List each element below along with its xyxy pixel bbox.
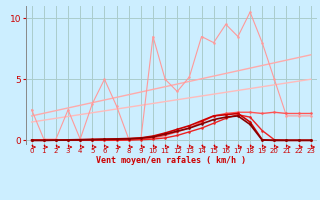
X-axis label: Vent moyen/en rafales ( km/h ): Vent moyen/en rafales ( km/h ) (96, 156, 246, 165)
